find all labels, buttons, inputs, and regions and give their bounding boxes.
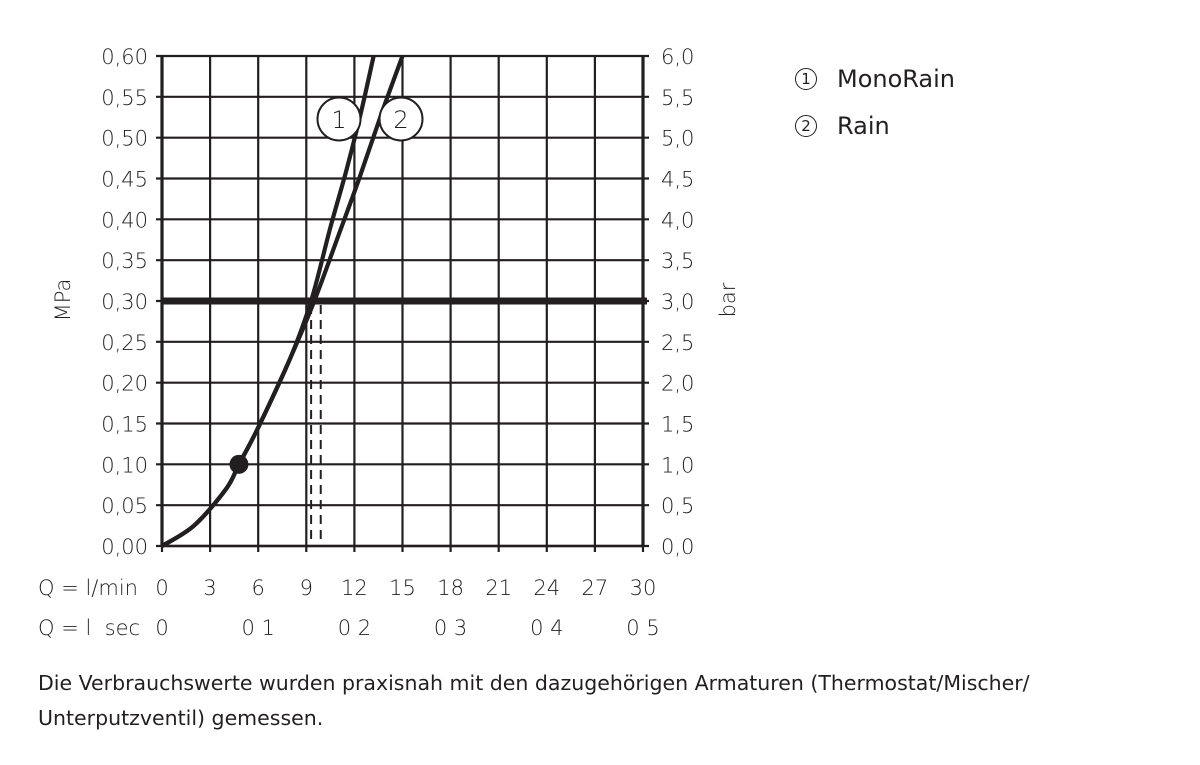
y-tick-label-right: 6,0 [661, 45, 694, 69]
x-tick-label: 15 [389, 576, 416, 600]
curve-label-circle [378, 96, 424, 142]
y-tick-label-right: 0,0 [661, 535, 694, 559]
y-axis-right-label: bar [716, 282, 740, 317]
y-tick-label-right: 1,5 [661, 413, 694, 437]
y-tick-label-left: 0,50 [101, 127, 148, 151]
y-tick-label-right: 3,5 [661, 249, 694, 273]
x-tick-label: 18 [437, 576, 464, 600]
x-tick-label: 3 [203, 576, 216, 600]
x-tick-label: 9 [300, 576, 313, 600]
legend-label: Rain [837, 111, 890, 140]
y-tick-label-left: 0,30 [101, 290, 148, 314]
circled-number-icon: 2 [795, 114, 817, 137]
x-tick-label: 6 [252, 576, 265, 600]
y-tick-label-right: 1,0 [661, 453, 694, 477]
x-tick-label-secondary: 0 [155, 616, 168, 640]
y-tick-label-right: 2,0 [661, 372, 694, 396]
y-tick-label-right: 2,5 [661, 331, 694, 355]
y-tick-label-left: 0,55 [101, 86, 148, 110]
y-tick-label-right: 3,0 [661, 290, 694, 314]
curve-label-number: 1 [331, 106, 346, 134]
y-tick-label-left: 0,00 [101, 535, 148, 559]
curve-rain [160, 55, 405, 548]
y-axis-right-ticks: 0,0 0,5 1,0 1,5 2,0 2,5 3,0 3,5 4,0 4,5 5,0 5,5 6,0 [661, 45, 694, 559]
x-tick-label-secondary: 0 1 [241, 616, 274, 640]
drop-lines [310, 305, 322, 546]
y-tick-label-right: 4,0 [661, 208, 694, 232]
y-axis-left-label: MPa [51, 279, 75, 322]
x-tick-label: 0 [155, 576, 168, 600]
x-tick-label: 27 [582, 576, 609, 600]
y-tick-label-right: 5,0 [661, 127, 694, 151]
y-tick-label-left: 0,25 [101, 331, 148, 355]
x-tick-label: 21 [485, 576, 512, 600]
legend-item-rain: 2 Rain [795, 102, 955, 149]
marker-dot [229, 454, 249, 474]
x-tick-label: 30 [630, 576, 657, 600]
legend-item-monorain: 1 MonoRain [795, 55, 955, 102]
y-tick-label-right: 4,5 [661, 168, 694, 192]
legend: 1 MonoRain 2 Rain [795, 55, 955, 149]
x-axis-ticks: 0 3 6 9 12 15 18 21 24 27 30 0 0 1 0 2 0 3 0 4 0 5 [155, 576, 659, 640]
y-tick-label-left: 0,60 [101, 45, 148, 69]
curve-label-circle [316, 96, 362, 142]
x-tick-label: 12 [341, 576, 368, 600]
x-tick-label: 24 [533, 576, 560, 600]
x-tick-label-secondary: 0 5 [626, 616, 659, 640]
axes [160, 56, 645, 548]
y-tick-label-left: 0,10 [101, 453, 148, 477]
x-axis-row1-label: Q = l/min [38, 576, 138, 600]
x-tick-label-secondary: 0 4 [530, 616, 563, 640]
x-tick-label-secondary: 0 2 [338, 616, 371, 640]
series-curves [160, 55, 405, 548]
y-tick-label-right: 0,5 [661, 494, 694, 518]
y-axis-left-ticks: 0,00 0,05 0,10 0,15 0,20 0,25 0,30 0,35 0,40 0,45… [101, 45, 148, 559]
y-tick-label-left: 0,05 [101, 494, 148, 518]
y-tick-label-left: 0,40 [101, 208, 148, 232]
y-tick-label-right: 5,5 [661, 86, 694, 110]
y-tick-label-left: 0,45 [101, 168, 148, 192]
curve-label-number: 2 [393, 106, 408, 134]
y-tick-label-left: 0,15 [101, 413, 148, 437]
legend-label: MonoRain [837, 64, 956, 93]
x-tick-label-secondary: 0 3 [434, 616, 467, 640]
x-axis-row2-label: Q = l sec [38, 616, 140, 640]
y-tick-label-left: 0,35 [101, 249, 148, 273]
y-tick-label-left: 0,20 [101, 372, 148, 396]
circled-number-icon: 1 [795, 67, 817, 90]
caption-note: Die Verbrauchswerte wurden praxisnah mit… [38, 671, 1030, 730]
